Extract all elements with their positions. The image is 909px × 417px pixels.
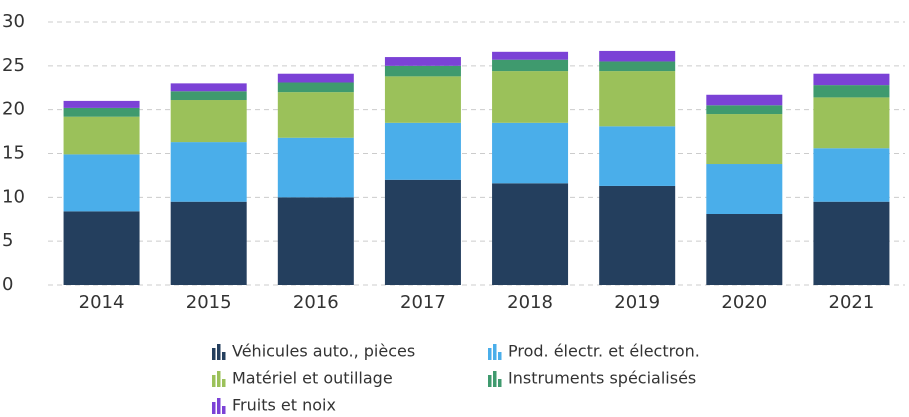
bar-segment: [63, 107, 140, 117]
bar-segment: [384, 57, 461, 66]
bar-segment: [706, 94, 783, 106]
bar-segment: [492, 71, 569, 123]
legend-icon: [493, 371, 497, 387]
bar-segment: [492, 51, 569, 60]
bar-segment: [170, 100, 247, 143]
y-tick-label: 5: [2, 230, 13, 251]
y-tick-label: 0: [2, 274, 13, 295]
bar-segment: [706, 105, 783, 115]
x-tick-label: 2017: [400, 292, 446, 313]
bar-segment: [63, 211, 140, 285]
bar-segment: [63, 116, 140, 155]
bar-segment: [492, 122, 569, 184]
legend-icon: [222, 352, 226, 360]
bar-segment: [599, 61, 676, 72]
bar-segment: [813, 85, 890, 98]
legend-icon: [222, 406, 226, 414]
legend-icon: [488, 375, 492, 387]
bar-segment: [384, 179, 461, 285]
y-tick-label: 30: [2, 11, 25, 32]
bar-segment: [492, 183, 569, 285]
bar-segment: [706, 164, 783, 214]
legend-icon: [212, 348, 216, 360]
bar-segment: [170, 83, 247, 92]
legend-icon: [217, 344, 221, 360]
x-tick-label: 2016: [293, 292, 339, 313]
legend-icon: [493, 344, 497, 360]
legend-icon: [488, 348, 492, 360]
legend-icon: [222, 379, 226, 387]
y-tick-label: 10: [2, 186, 25, 207]
bar-segment: [170, 142, 247, 202]
x-tick-label: 2018: [507, 292, 553, 313]
x-tick-label: 2015: [186, 292, 232, 313]
bar-segment: [813, 148, 890, 202]
x-tick-label: 2019: [614, 292, 660, 313]
legend-label: Fruits et noix: [232, 396, 336, 415]
legend-icon: [212, 402, 216, 414]
bar-segment: [599, 71, 676, 127]
bar-segment: [170, 91, 247, 101]
bar-segment: [813, 201, 890, 285]
bar-segment: [384, 122, 461, 180]
legend-icon: [498, 352, 502, 360]
bar-segment: [813, 97, 890, 149]
bar-segment: [599, 126, 676, 186]
bar-segment: [706, 114, 783, 165]
bar-segment: [599, 50, 676, 62]
y-tick-label: 20: [2, 99, 25, 120]
legend-label: Matériel et outillage: [232, 369, 393, 388]
bar-segment: [277, 197, 354, 285]
y-tick-label: 15: [2, 143, 25, 164]
legend-label: Instruments spécialisés: [508, 369, 696, 388]
bar-segment: [63, 154, 140, 212]
legend-icon: [212, 375, 216, 387]
x-tick-label: 2021: [829, 292, 875, 313]
bar-segment: [277, 92, 354, 138]
legend-icon: [217, 371, 221, 387]
bar-segment: [277, 137, 354, 198]
x-tick-label: 2014: [79, 292, 125, 313]
y-tick-label: 25: [2, 55, 25, 76]
bar-segment: [277, 82, 354, 93]
bar-segment: [813, 73, 890, 86]
legend-icon: [217, 398, 221, 414]
bar-segment: [384, 76, 461, 123]
bar-segment: [170, 201, 247, 285]
legend-label: Prod. électr. et électron.: [508, 342, 700, 361]
bar-segment: [277, 73, 354, 83]
legend-label: Véhicules auto., pièces: [232, 342, 415, 361]
x-tick-label: 2020: [721, 292, 767, 313]
bar-segment: [492, 59, 569, 72]
bar-segment: [599, 185, 676, 285]
bar-segment: [706, 213, 783, 285]
bar-segment: [384, 65, 461, 77]
legend-icon: [498, 379, 502, 387]
bar-segment: [63, 100, 140, 108]
